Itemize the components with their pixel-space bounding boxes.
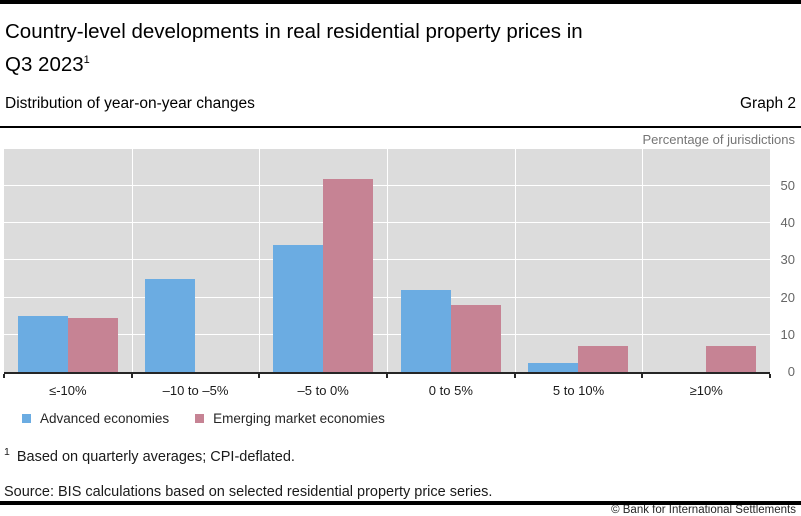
bar-advanced-economies--5-to-0- [273, 245, 324, 372]
bar-emerging-market-economies--5-to-0- [323, 178, 374, 372]
bar-emerging-market-economies-0-to-5- [450, 304, 501, 372]
x-axis-tick [386, 373, 388, 378]
x-axis-tick [3, 373, 5, 378]
footnote-text: Based on quarterly averages; CPI-deflate… [16, 448, 295, 465]
title-line1: Country-level developments in real resid… [5, 20, 583, 43]
bar-advanced-economies-0-to-5- [400, 290, 451, 372]
bar-group-5-to-10- [515, 149, 643, 372]
bar-emerging-market-economies--10- [67, 317, 118, 372]
x-axis-line [4, 371, 770, 374]
chart-subtitle: Distribution of year-on-year changes [5, 94, 255, 112]
y-axis-label-30: 30 [780, 252, 795, 268]
gridline-vertical [387, 148, 388, 372]
title-line2: Q3 2023 [5, 52, 84, 76]
y-axis-unit-label: Percentage of jurisdictions [642, 131, 795, 147]
gridline-vertical [131, 148, 133, 372]
plot-area [4, 148, 770, 372]
y-axis-label-0: 0 [787, 363, 795, 379]
x-axis-tick [513, 373, 516, 378]
x-axis-category-labels: ≤-10% –10 to –5% –5 to 0% 0 to 5% 5 to 10% ≥1… [4, 383, 770, 398]
y-axis-label-20: 20 [780, 289, 795, 305]
gridline-vertical [642, 148, 644, 372]
x-axis-label--10-: ≤-10% [49, 382, 87, 398]
x-axis-label-5-to-10-: 5 to 10% [552, 382, 605, 398]
x-axis-label--10-: ≥10% [689, 382, 723, 398]
legend-label: Emerging market economies [213, 410, 385, 426]
x-axis-tick [258, 373, 261, 378]
copyright-line: © Bank for International Settlements [611, 503, 796, 516]
legend-item-emerging-market-economies: Emerging market economies [195, 411, 385, 426]
bar-group--5-to-0- [259, 149, 387, 372]
bar-group--10- [4, 149, 132, 372]
bar-advanced-economies--10- [17, 316, 68, 372]
x-axis-tick [130, 373, 133, 378]
title-footnote-marker: 1 [83, 54, 90, 66]
x-axis-label-0-to-5-: 0 to 5% [428, 382, 473, 398]
x-axis-ticks [3, 373, 771, 378]
bar-advanced-economies--10-to-5- [145, 278, 196, 372]
x-axis-tick [769, 373, 771, 378]
x-axis-label--10-to-5-: –10 to –5% [162, 382, 229, 398]
gridline-vertical [259, 148, 261, 372]
top-border-bar [0, 0, 801, 4]
bar-group--10-to-5- [132, 149, 260, 372]
bar-emerging-market-economies--10- [706, 345, 757, 372]
legend-swatch-icon [22, 413, 31, 423]
y-axis-labels: 0 10 20 30 40 50 [771, 149, 801, 379]
gridline-vertical [514, 148, 516, 372]
bar-advanced-economies-5-to-10- [528, 362, 579, 372]
footnote-marker: 1 [4, 445, 10, 458]
x-axis-label--5-to-0-: –5 to 0% [297, 382, 349, 398]
bar-chart: 0 10 20 30 40 50 [0, 148, 801, 379]
subtitle-row: Distribution of year-on-year changes Gra… [5, 95, 796, 113]
legend-swatch-icon [195, 413, 205, 423]
graph-number-label: Graph 2 [739, 94, 796, 112]
legend-item-advanced-economies: Advanced economies [22, 411, 169, 426]
y-axis-label-10: 10 [780, 326, 795, 342]
bar-group--10- [642, 149, 770, 372]
bar-group-0-to-5- [387, 149, 515, 372]
source-line: Source: BIS calculations based on select… [4, 483, 493, 500]
bottom-border-bar [0, 501, 801, 505]
y-axis-label-50: 50 [780, 178, 795, 193]
chart-legend: Advanced economies Emerging market econom… [22, 411, 801, 426]
y-axis-label-40: 40 [780, 215, 795, 231]
page-title: Country-level developments in real resid… [5, 17, 796, 79]
x-axis-tick [641, 373, 644, 378]
legend-label: Advanced economies [40, 410, 170, 426]
footnote: 1 Based on quarterly averages; CPI-deflat… [4, 446, 796, 465]
header-divider-rule [0, 125, 801, 128]
bar-emerging-market-economies-5-to-10- [578, 345, 629, 372]
